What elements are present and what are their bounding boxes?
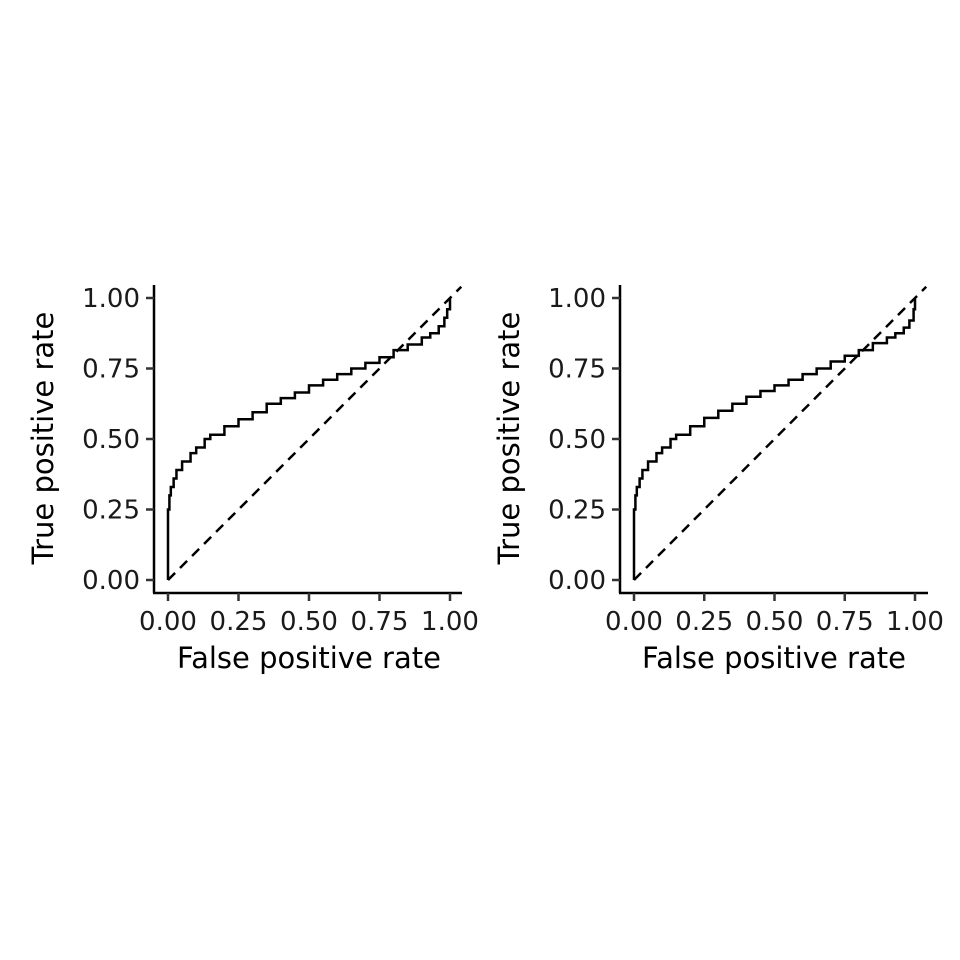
plot-area: [166, 285, 463, 581]
x-axis-ticks: 0.00 0.25 0.50 0.75 1.00: [139, 593, 479, 637]
x-axis-title: False positive rate: [642, 641, 906, 675]
chance-diagonal-line: [633, 285, 928, 581]
x-axis-ticks: 0.00 0.25 0.50 0.75 1.00: [605, 593, 944, 637]
y-tick-label: 0.75: [82, 355, 140, 385]
y-tick-label: 0.50: [82, 425, 140, 455]
x-tick-label: 0.75: [351, 607, 409, 637]
x-axis-title: False positive rate: [177, 641, 441, 675]
y-axis-title: True positive rate: [492, 312, 526, 566]
y-tick-label: 0.75: [548, 355, 606, 385]
roc-curve: [632, 298, 917, 580]
roc-panel-left: 0.00 0.25 0.50 0.75 1.00 0.00 0.25 0.50 0.75 1.0…: [26, 284, 479, 675]
y-tick-label: 0.50: [548, 425, 606, 455]
chance-diagonal-line: [167, 285, 463, 581]
x-tick-label: 0.50: [280, 607, 338, 637]
y-tick-label: 1.00: [548, 284, 606, 314]
x-tick-label: 1.00: [421, 607, 479, 637]
y-axis-title: True positive rate: [26, 312, 60, 566]
x-tick-label: 1.00: [886, 607, 944, 637]
x-tick-label: 0.75: [816, 607, 874, 637]
x-tick-label: 0.00: [139, 607, 197, 637]
x-tick-label: 0.00: [605, 607, 663, 637]
plot-area: [632, 285, 928, 581]
y-axis-ticks: 0.00 0.25 0.50 0.75 1.00: [82, 284, 154, 596]
roc-panel-right: 0.00 0.25 0.50 0.75 1.00 0.00 0.25 0.50 0.75 1.0…: [492, 284, 944, 675]
y-axis-ticks: 0.00 0.25 0.50 0.75 1.00: [548, 284, 620, 596]
y-tick-label: 0.00: [82, 566, 140, 596]
y-tick-label: 0.25: [82, 496, 140, 526]
x-tick-label: 0.25: [675, 607, 733, 637]
y-tick-label: 0.00: [548, 566, 606, 596]
x-tick-label: 0.50: [746, 607, 804, 637]
roc-curve: [166, 298, 452, 580]
x-tick-label: 0.25: [210, 607, 268, 637]
y-tick-label: 1.00: [82, 284, 140, 314]
y-tick-label: 0.25: [548, 496, 606, 526]
